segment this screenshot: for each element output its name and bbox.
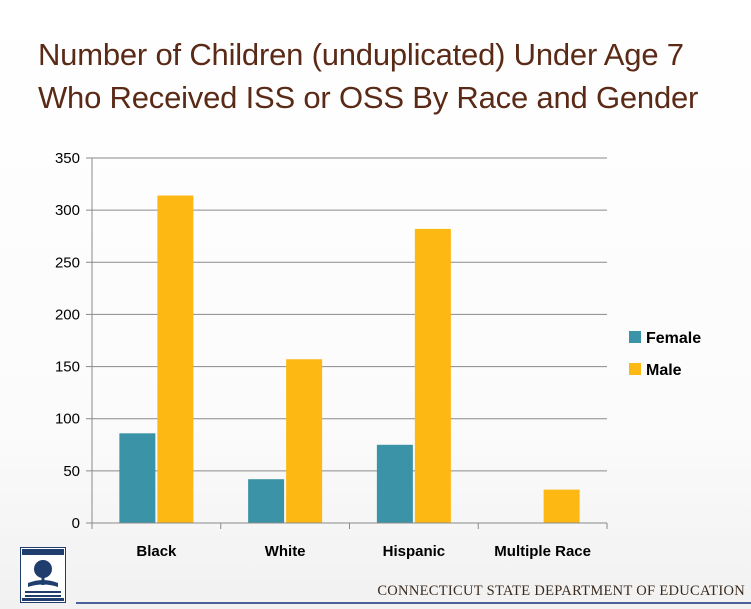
x-category-label: Multiple Race xyxy=(494,543,591,560)
y-tick-label: 200 xyxy=(55,306,80,323)
bar-male-multiple-race xyxy=(543,489,580,523)
y-tick-label: 350 xyxy=(55,150,80,167)
y-tick-labels: 0 50 100 150 200 250 300 350 xyxy=(55,150,80,532)
bar-female-black xyxy=(119,433,156,523)
title-line-2: Who Received ISS or OSS By Race and Gend… xyxy=(38,80,699,115)
bar-female-hispanic xyxy=(376,444,413,523)
legend-swatch-female xyxy=(629,331,641,343)
x-category-labels: Black White Hispanic Multiple Race xyxy=(136,543,591,560)
y-tick-label: 50 xyxy=(63,463,80,480)
x-category-label: White xyxy=(265,543,306,560)
bar-male-hispanic xyxy=(414,228,451,523)
x-category-label: Black xyxy=(136,543,177,560)
bar-chart: 0 50 100 150 200 250 300 350 Black White Hispanic… xyxy=(55,150,701,560)
legend-label-male: Male xyxy=(646,362,682,379)
footer-text: CONNECTICUT STATE DEPARTMENT OF EDUCATIO… xyxy=(377,583,745,599)
y-tick-label: 250 xyxy=(55,254,80,271)
footer-divider xyxy=(76,602,751,604)
legend-swatch-male xyxy=(629,363,641,375)
y-tick-label: 100 xyxy=(55,411,80,428)
y-tick-label: 0 xyxy=(72,515,80,532)
axes xyxy=(91,158,608,529)
y-tick-label: 150 xyxy=(55,359,80,376)
y-tick-label: 300 xyxy=(55,202,80,219)
bar-female-white xyxy=(248,479,285,523)
bars xyxy=(119,195,580,524)
legend-label-female: Female xyxy=(646,330,701,347)
page-title: Number of Children (unduplicated) Under … xyxy=(38,33,738,119)
legend: Female Male xyxy=(629,330,701,379)
bar-male-white xyxy=(286,359,323,523)
connecticut-seal-logo xyxy=(20,547,66,603)
title-line-1: Number of Children (unduplicated) Under … xyxy=(38,37,684,72)
bar-male-black xyxy=(157,195,194,524)
x-category-label: Hispanic xyxy=(383,543,446,560)
